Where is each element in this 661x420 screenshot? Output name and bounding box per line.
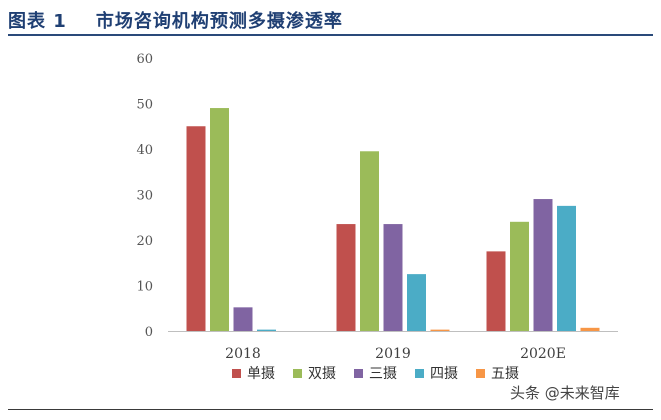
legend-label: 单摄	[247, 366, 275, 382]
bar-四摄-2019	[407, 274, 426, 331]
legend-label: 五摄	[491, 366, 519, 382]
x-tick-label: 2018	[225, 346, 261, 362]
bar-单摄-2019	[336, 224, 356, 331]
bar-单摄-2020E	[486, 251, 506, 331]
bar-四摄-2018	[257, 329, 276, 331]
bar-双摄-2018	[210, 108, 229, 331]
bar-三摄-2019	[383, 224, 403, 331]
bar-单摄-2018	[186, 126, 206, 331]
figure-title: 图表 1 市场咨询机构预测多摄渗透率	[8, 7, 343, 33]
legend-swatch	[232, 369, 241, 378]
y-tick-label: 50	[136, 98, 153, 113]
y-tick-label: 0	[145, 325, 153, 340]
figure-header: 图表 1 市场咨询机构预测多摄渗透率	[8, 2, 653, 36]
legend-swatch	[415, 369, 424, 378]
bar-三摄-2020E	[533, 199, 553, 331]
legend-swatch	[354, 369, 363, 378]
figure-title-text: 市场咨询机构预测多摄渗透率	[95, 11, 343, 32]
y-tick-label: 40	[136, 143, 153, 158]
figure-label: 图表 1	[8, 11, 67, 32]
legend-swatch	[476, 369, 485, 378]
watermark: 头条 @未来智库	[510, 384, 620, 402]
legend-label: 双摄	[308, 366, 336, 382]
y-tick-label: 30	[136, 189, 153, 204]
bar-五摄-2019	[430, 329, 450, 331]
legend-label: 三摄	[369, 366, 397, 382]
legend-label: 四摄	[430, 366, 458, 382]
y-tick-label: 60	[136, 52, 153, 67]
legend-swatch	[293, 369, 302, 378]
y-tick-label: 20	[136, 234, 153, 249]
footer-divider	[8, 409, 653, 410]
bar-四摄-2020E	[557, 205, 576, 331]
y-tick-label: 10	[136, 280, 153, 295]
bar-双摄-2019	[360, 151, 379, 331]
bar-三摄-2018	[233, 307, 253, 331]
x-tick-label: 2020E	[520, 346, 566, 362]
bar-双摄-2020E	[510, 221, 529, 331]
bar-五摄-2020E	[580, 327, 600, 331]
x-tick-label: 2019	[375, 346, 411, 362]
